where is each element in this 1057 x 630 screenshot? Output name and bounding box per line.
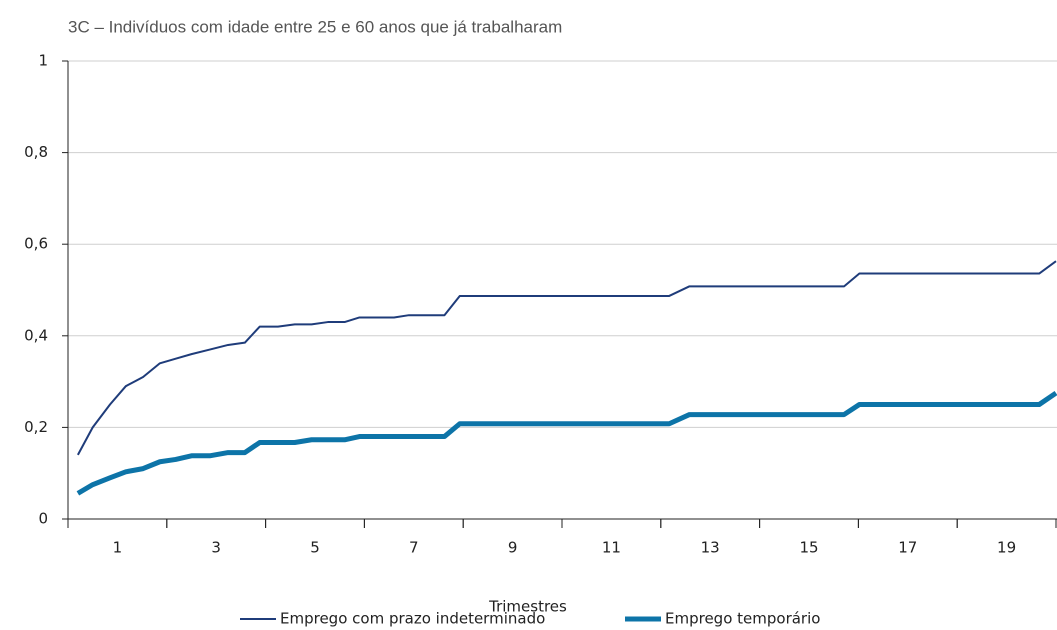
x-tick-label: 9 [508,539,518,557]
line-series [76,260,1057,456]
y-tick-label: 0,8 [24,143,48,161]
x-tick-label: 7 [409,539,419,557]
x-tick-label: 13 [701,539,720,557]
chart-title: 3C – Indivíduos com idade entre 25 e 60 … [68,17,562,36]
x-tick-label: 15 [799,539,818,557]
y-tick-label: 0,4 [24,326,48,344]
y-tick-label: 0,2 [24,418,48,436]
x-tick-label: 3 [211,539,221,557]
y-tick-label: 1 [38,52,48,70]
x-axis-label: Trimestres [488,598,567,616]
x-tick-label: 1 [113,539,123,557]
y-tick-label: 0,6 [24,235,48,253]
legend-label: Emprego temporário [665,610,820,628]
legend-label: Emprego com prazo indeterminado [280,610,545,628]
y-tick-label: 0 [38,510,48,528]
x-tick-label: 11 [602,539,621,557]
x-tick-label: 5 [310,539,320,557]
line-series [76,390,1057,496]
x-tick-label: 19 [997,539,1016,557]
x-tick-label: 17 [898,539,917,557]
